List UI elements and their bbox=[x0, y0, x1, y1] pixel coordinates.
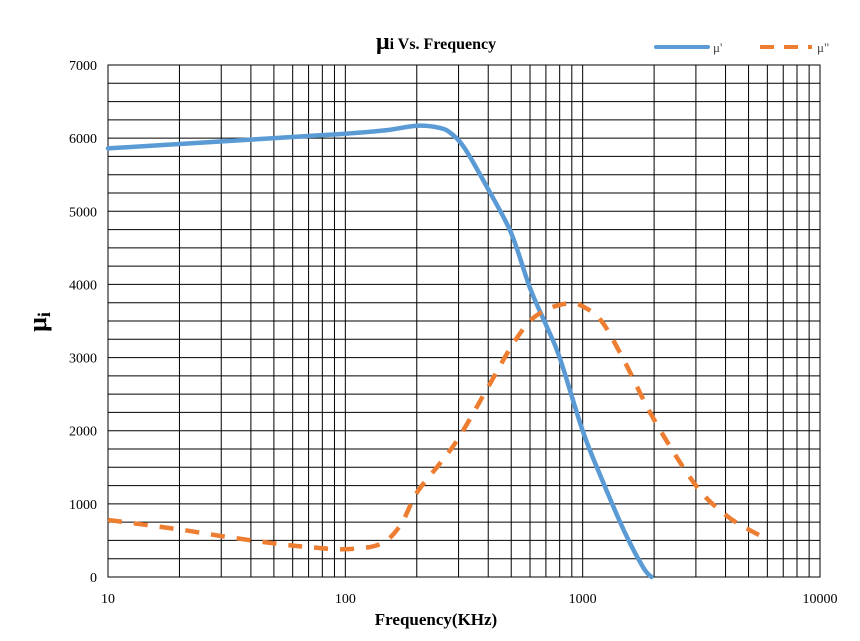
legend-label-mu-prime: μ' bbox=[713, 40, 722, 55]
title-text: i Vs. Frequency bbox=[390, 36, 497, 53]
x-tick-label: 1000 bbox=[569, 592, 597, 607]
x-tick-label: 10000 bbox=[803, 592, 838, 607]
y-tick-label: 7000 bbox=[69, 59, 97, 74]
legend: μ' μ" bbox=[654, 40, 829, 55]
x-axis-label: Frequency(KHz) bbox=[375, 610, 497, 629]
y-tick-label: 0 bbox=[90, 571, 97, 586]
y-axis-label: μi bbox=[23, 312, 54, 332]
series-line-mu-double-prime bbox=[107, 301, 769, 552]
x-tick-labels: 10 100 1000 10000 bbox=[101, 592, 838, 607]
y-axis-label-sub: i bbox=[34, 312, 54, 317]
y-tick-labels: 0 1000 2000 3000 4000 5000 6000 7000 bbox=[69, 59, 97, 586]
y-tick-label: 2000 bbox=[69, 425, 97, 440]
series-line-mu-prime bbox=[105, 123, 654, 580]
y-tick-label: 3000 bbox=[69, 352, 97, 367]
y-axis-label-symbol: μ bbox=[23, 317, 52, 332]
legend-label-mu-double-prime: μ" bbox=[817, 40, 829, 55]
grid bbox=[108, 65, 820, 577]
series-lines bbox=[105, 123, 769, 580]
y-tick-label: 1000 bbox=[69, 498, 97, 513]
y-tick-label: 6000 bbox=[69, 132, 97, 147]
y-tick-label: 4000 bbox=[69, 278, 97, 293]
x-tick-label: 10 bbox=[101, 592, 115, 607]
chart-title: μi Vs. Frequency bbox=[376, 29, 496, 55]
plot-frame bbox=[107, 64, 821, 578]
x-tick-label: 100 bbox=[335, 592, 356, 607]
y-tick-label: 5000 bbox=[69, 205, 97, 220]
title-symbol: μ bbox=[376, 29, 390, 55]
